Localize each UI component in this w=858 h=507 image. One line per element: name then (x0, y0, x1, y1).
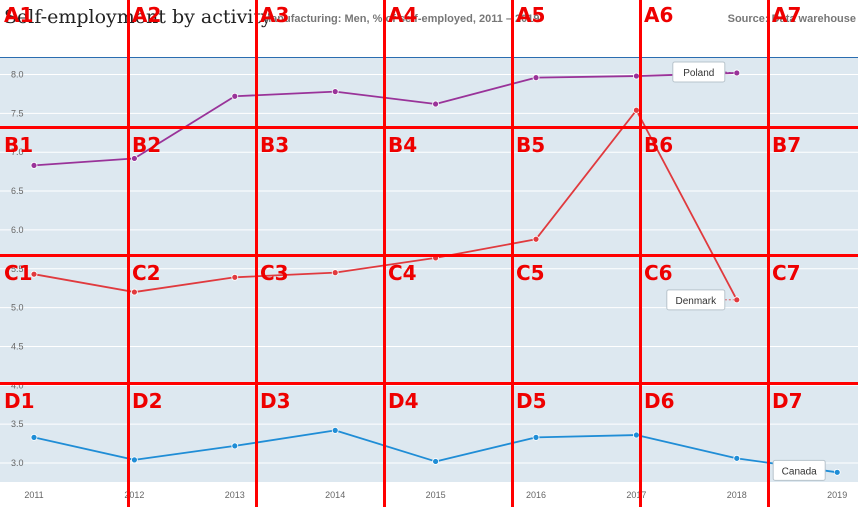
data-point-canada (30, 433, 38, 441)
data-point-canada (733, 454, 741, 462)
x-tick-label: 2016 (526, 490, 546, 500)
chart-title: Self-employment by activity (4, 6, 272, 28)
data-point-canada (331, 426, 339, 434)
x-tick-label: 2017 (626, 490, 646, 500)
data-point-canada (532, 433, 540, 441)
x-tick-label: 2012 (124, 490, 144, 500)
y-tick-label: 4.5 (11, 341, 24, 351)
y-tick-label: 7.5 (11, 108, 24, 118)
data-point-poland (733, 69, 741, 77)
data-point-denmark (130, 288, 138, 296)
y-tick-label: 8.0 (11, 70, 24, 80)
data-point-poland (633, 72, 640, 80)
data-point-poland (231, 92, 239, 100)
data-point-poland (432, 100, 440, 108)
y-tick-label: 3.0 (11, 458, 24, 468)
data-point-canada (231, 442, 239, 450)
series-label-denmark: Denmark (676, 296, 718, 307)
data-point-denmark (432, 254, 440, 262)
data-point-denmark (30, 270, 38, 278)
data-point-denmark (331, 269, 339, 277)
data-point-poland (130, 155, 138, 162)
series-label-leader (724, 71, 734, 74)
y-tick-label: 5.0 (11, 303, 24, 313)
x-tick-label: 2014 (325, 490, 345, 500)
x-tick-label: 2015 (426, 490, 446, 500)
data-point-denmark (231, 273, 239, 281)
data-point-poland (532, 74, 540, 82)
series-label-box (772, 459, 826, 481)
data-point-poland (331, 88, 339, 95)
y-tick-label: 7.0 (11, 147, 24, 157)
data-point-canada (833, 468, 841, 476)
data-point-denmark (733, 296, 741, 304)
series-label-leader (825, 469, 835, 473)
y-tick-label: 6.0 (11, 225, 24, 235)
y-tick-label: 4.0 (11, 380, 24, 390)
header-divider (0, 57, 858, 58)
x-tick-label: 2019 (827, 490, 847, 500)
data-point-denmark (532, 235, 540, 243)
y-tick-label: 5.5 (11, 264, 24, 274)
y-tick-label: 3.5 (11, 419, 24, 429)
series-label-canada: Canada (782, 466, 817, 477)
chart-header: Self-employment by activity Manufacturin… (0, 0, 858, 58)
x-tick-label: 2018 (727, 490, 747, 500)
data-point-canada (432, 458, 440, 465)
x-tick-label: 2011 (24, 490, 43, 500)
chart-source[interactable]: Source: Data warehouse (727, 13, 856, 25)
series-label-poland: Poland (683, 68, 714, 79)
series-label-box (666, 289, 726, 311)
chart-subtitle: Manufacturing: Men, % of self-employed, … (262, 13, 540, 25)
data-point-canada (633, 431, 640, 439)
series-label-box (672, 61, 726, 83)
plot-background (0, 58, 858, 482)
data-point-canada (130, 456, 138, 464)
y-tick-label: 6.5 (11, 186, 24, 196)
data-point-poland (30, 162, 38, 169)
data-point-denmark (633, 106, 640, 114)
x-tick-label: 2013 (225, 490, 245, 500)
